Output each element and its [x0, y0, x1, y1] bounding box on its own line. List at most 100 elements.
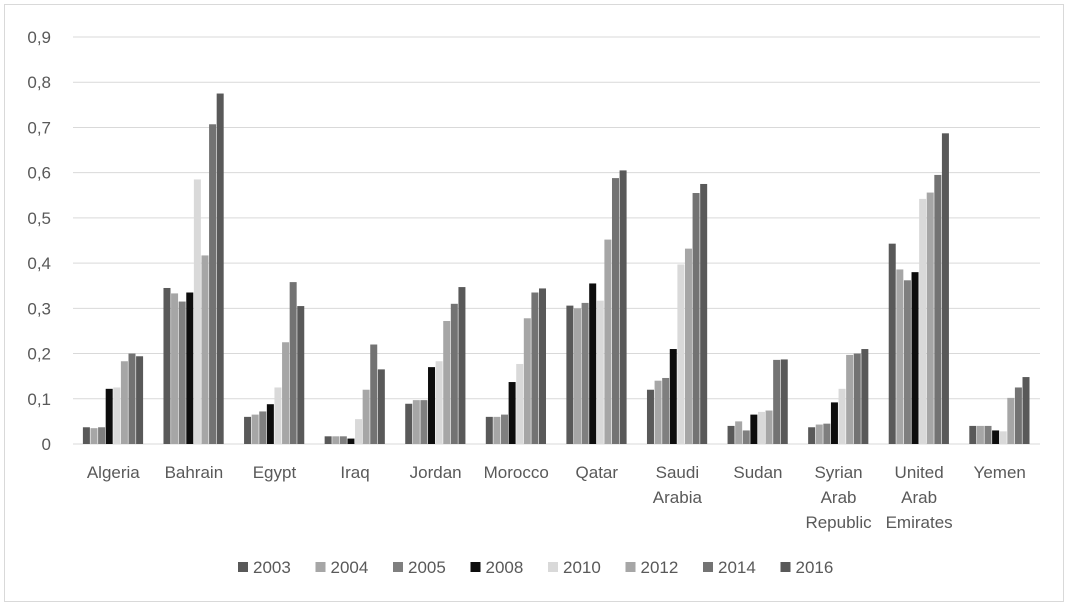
bar [251, 414, 259, 444]
bar [1022, 377, 1030, 444]
bar [163, 287, 171, 444]
bar [435, 361, 443, 444]
bar [339, 436, 347, 444]
x-tick-label: Morocco [484, 463, 549, 482]
bar [420, 400, 428, 444]
bar [458, 287, 466, 444]
x-tick-label: United Arab Emirates [886, 463, 953, 532]
bar [186, 292, 194, 444]
bar [539, 288, 547, 444]
bar [443, 320, 451, 444]
bar [896, 269, 904, 444]
bar [289, 282, 297, 444]
bar [646, 389, 654, 444]
bar [853, 353, 861, 444]
bar [750, 414, 758, 444]
bar [611, 178, 619, 445]
bar [113, 387, 121, 444]
bar [259, 411, 267, 444]
bar [1007, 397, 1015, 444]
x-tick-label: Yemen [974, 463, 1026, 482]
x-tick-label: Algeria [87, 463, 140, 482]
y-tick-label: 0,8 [27, 73, 51, 92]
bar [969, 425, 977, 444]
bar [589, 283, 597, 444]
bar [531, 292, 539, 444]
bar [976, 425, 984, 444]
x-tick-label: Iraq [340, 463, 369, 482]
bar [370, 344, 378, 444]
y-tick-label: 0,2 [27, 345, 51, 364]
bar [830, 402, 838, 444]
y-tick-label: 0,3 [27, 299, 51, 318]
bar [992, 430, 1000, 444]
bar [727, 425, 735, 444]
bar [412, 400, 420, 444]
legend-label: 2012 [641, 558, 679, 577]
y-axis-tick-labels: 0 0,1 0,2 0,3 0,4 0,5 0,6 0,7 0,8 0,9 [27, 28, 51, 454]
legend-label: 2004 [331, 558, 369, 577]
bar [105, 388, 113, 444]
bar [90, 428, 98, 444]
bar [765, 410, 773, 444]
y-tick-label: 0,5 [27, 209, 51, 228]
x-tick-label: Sudan [733, 463, 782, 482]
bar [405, 403, 413, 444]
x-tick-label: Qatar [576, 463, 619, 482]
bar [324, 436, 332, 444]
bar [523, 318, 531, 444]
bar [903, 280, 911, 444]
legend-label: 2003 [253, 558, 291, 577]
bar [493, 416, 501, 444]
x-tick-label: Egypt [253, 463, 297, 482]
bar [735, 421, 743, 444]
bar [596, 300, 604, 444]
bar [581, 302, 589, 444]
bar [838, 388, 846, 444]
bar [82, 427, 90, 444]
bar [136, 356, 144, 444]
bar [941, 133, 949, 444]
y-tick-label: 0,6 [27, 164, 51, 183]
bar [926, 192, 934, 444]
bar [888, 243, 896, 444]
bar [999, 431, 1007, 444]
bar [808, 427, 816, 444]
bar [823, 423, 831, 444]
y-tick-label: 0,4 [27, 254, 51, 273]
bar [566, 305, 574, 444]
bar [757, 411, 765, 444]
bar [120, 361, 128, 444]
bar [201, 255, 209, 444]
legend-swatch [315, 562, 326, 572]
bar [780, 359, 788, 444]
bar [282, 342, 290, 444]
y-tick-label: 0 [42, 435, 51, 454]
legend-swatch [470, 562, 481, 572]
y-tick-label: 0,1 [27, 390, 51, 409]
legend-label: 2005 [408, 558, 446, 577]
gridlines [73, 36, 1040, 445]
bar [209, 124, 217, 444]
bar [684, 248, 692, 444]
bar [377, 369, 385, 444]
x-tick-label: Jordan [410, 463, 462, 482]
legend-swatch [548, 562, 558, 572]
bar [934, 174, 942, 444]
bar [128, 353, 136, 444]
legend-label: 2016 [796, 558, 834, 577]
bar [619, 170, 627, 444]
bar [815, 424, 823, 444]
bars [82, 93, 1030, 445]
bar [178, 301, 186, 444]
bar [604, 239, 612, 444]
bar [216, 93, 224, 445]
bar [846, 354, 854, 444]
bar [362, 389, 370, 444]
bar [1014, 387, 1022, 444]
y-tick-label: 0,7 [27, 118, 51, 137]
bar [244, 416, 252, 444]
bar [450, 303, 458, 444]
x-tick-label: Syrian Arab Republic [805, 463, 872, 532]
